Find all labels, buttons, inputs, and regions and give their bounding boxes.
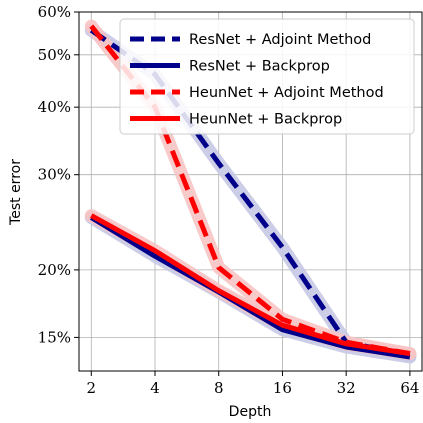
x-axis-label: Depth bbox=[229, 404, 272, 420]
x-tick-label: 32 bbox=[337, 379, 356, 397]
legend-box bbox=[119, 18, 415, 135]
x-tick-label: 64 bbox=[400, 379, 419, 397]
x-axis-ticks: 2 4 8 16 32 64 bbox=[87, 371, 419, 397]
y-tick-label: 15% bbox=[38, 328, 71, 346]
series-band bbox=[84, 209, 417, 361]
y-tick-label: 60% bbox=[38, 3, 71, 21]
y-axis-label: Test error bbox=[8, 159, 24, 226]
y-tick-label: 20% bbox=[38, 261, 71, 279]
y-tick-label: 30% bbox=[38, 166, 71, 184]
series-line bbox=[90, 213, 411, 357]
legend-label: ResNet + Adjoint Method bbox=[189, 32, 371, 48]
series-line bbox=[90, 215, 411, 360]
y-axis-ticks: 15% 20% 30% 40% 50% 60% bbox=[38, 3, 79, 346]
legend-label: HeunNet + Adjoint Method bbox=[189, 85, 384, 101]
legend: ResNet + Adjoint Method ResNet + Backprop… bbox=[119, 18, 415, 135]
x-tick-label: 4 bbox=[150, 379, 160, 397]
x-tick-label: 16 bbox=[273, 379, 292, 397]
legend-label: HeunNet + Backprop bbox=[189, 112, 342, 128]
y-tick-label: 50% bbox=[38, 46, 71, 64]
y-tick-label: 40% bbox=[38, 98, 71, 116]
x-tick-label: 8 bbox=[214, 379, 224, 397]
x-tick-label: 2 bbox=[87, 379, 97, 397]
plot-frame bbox=[78, 11, 423, 372]
legend-label: ResNet + Backprop bbox=[189, 59, 330, 75]
